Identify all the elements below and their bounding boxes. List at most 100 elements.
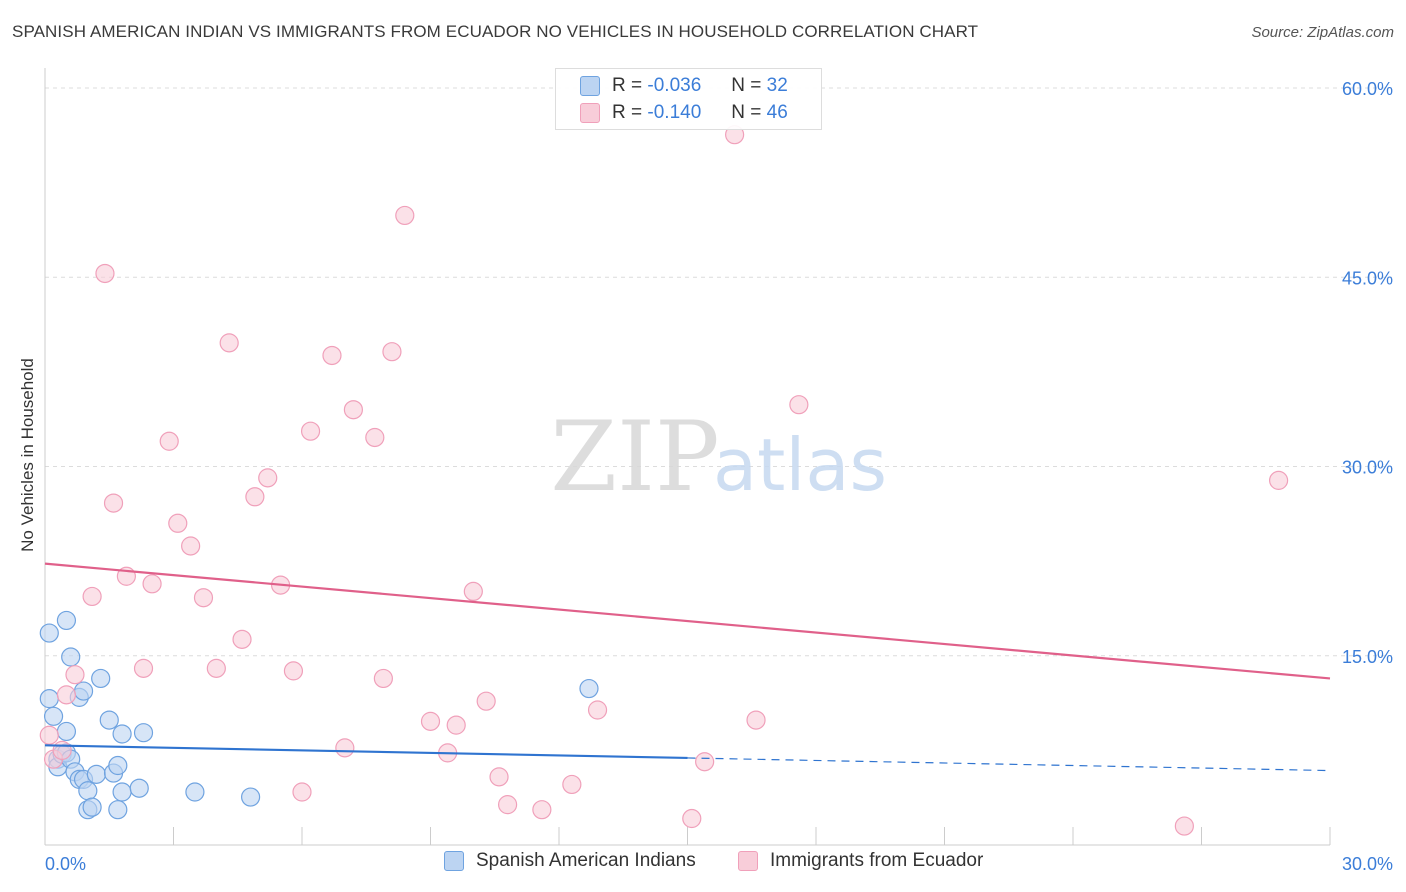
n-value: 32 — [766, 75, 788, 96]
tick-labels: 15.0% 30.0% 45.0% 60.0% 0.0% 30.0% — [45, 79, 1393, 874]
pink-point — [532, 800, 552, 820]
pink-point — [395, 205, 415, 226]
pink-point — [695, 752, 715, 772]
blue-point — [73, 681, 94, 701]
pink-point — [82, 586, 102, 607]
pink-swatch — [580, 103, 600, 123]
pink-point — [746, 710, 766, 730]
blue-point — [82, 797, 102, 817]
pink-point — [232, 629, 252, 649]
pink-point — [1174, 816, 1194, 836]
blue-point — [56, 610, 77, 631]
n-label: N = — [731, 75, 762, 96]
r-label: R = — [612, 102, 643, 123]
y-tick-label: 30.0% — [1342, 458, 1393, 478]
blue-point — [91, 668, 111, 689]
blue-point — [43, 706, 64, 726]
pink-point — [56, 685, 77, 705]
r-label: R = — [612, 75, 643, 96]
r-value: -0.140 — [647, 102, 702, 123]
blue-point — [108, 755, 128, 776]
pink-point — [1268, 470, 1289, 490]
blue-point — [579, 678, 599, 699]
blue-swatch — [444, 851, 464, 871]
pink-swatch — [738, 851, 758, 871]
stats-legend-row-1: R = -0.036 N = 32 — [580, 73, 788, 99]
stats-legend-row-2: R = -0.140 N = 46 — [580, 100, 788, 126]
y-tick-label: 60.0% — [1342, 79, 1393, 99]
blue-point — [56, 721, 77, 742]
pink-point — [343, 400, 363, 420]
blue-trend-extension — [687, 757, 1331, 772]
pink-point — [292, 782, 312, 802]
blue-swatch — [580, 76, 600, 96]
y-tick-label: 45.0% — [1342, 268, 1393, 288]
grid-lines — [45, 87, 1392, 657]
y-axis-label: No Vehicles in Household — [18, 358, 37, 552]
pink-point — [39, 725, 59, 745]
pink-point — [103, 493, 124, 513]
legend-label: Spanish American Indians — [476, 850, 696, 871]
pink-point — [682, 808, 702, 829]
pink-point — [168, 513, 188, 533]
pink-point — [193, 588, 214, 608]
legend-label: Immigrants from Ecuador — [770, 850, 984, 871]
n-label: N = — [731, 102, 762, 123]
pink-point — [498, 795, 518, 815]
pink-point — [142, 574, 162, 594]
x-tick-label: 30.0% — [1342, 854, 1393, 874]
pink-point — [587, 700, 608, 720]
pink-point — [159, 431, 179, 451]
pink-point — [300, 421, 321, 441]
pink-point — [219, 333, 239, 353]
blue-point — [112, 782, 132, 802]
pink-point — [52, 740, 72, 760]
pink-point — [382, 342, 402, 362]
pink-point — [245, 487, 265, 507]
series-legend: Spanish American Indians Immigrants from… — [0, 850, 1406, 880]
pink-point — [789, 395, 809, 415]
stats-legend: R = -0.036 N = 32 R = -0.140 N = 46 — [555, 68, 822, 130]
pink-point — [420, 711, 441, 731]
pink-point — [373, 668, 393, 689]
blue-trend-line — [44, 744, 688, 760]
source-label: Source: ZipAtlas.com — [1251, 24, 1394, 41]
data-points — [39, 125, 1289, 836]
legend-item-spanish-american-indians: Spanish American Indians — [444, 850, 696, 872]
pink-point — [133, 658, 154, 678]
pink-point — [335, 738, 355, 758]
blue-point — [185, 782, 205, 802]
pink-point — [322, 345, 342, 366]
pink-trend-line — [44, 562, 1331, 680]
pink-point — [206, 658, 226, 678]
n-value: 46 — [766, 102, 788, 123]
pink-point — [258, 468, 278, 488]
y-tick-label: 15.0% — [1342, 647, 1393, 667]
pink-point — [365, 427, 385, 448]
blue-point — [86, 764, 107, 784]
legend-item-immigrants-from-ecuador: Immigrants from Ecuador — [738, 850, 983, 872]
watermark-zip: ZIP — [550, 401, 719, 513]
pink-point — [489, 767, 509, 787]
watermark-atlas: atlas — [713, 423, 887, 507]
pink-point — [283, 661, 304, 681]
pink-point — [446, 715, 466, 735]
chart-title: SPANISH AMERICAN INDIAN VS IMMIGRANTS FR… — [12, 22, 979, 41]
pink-point — [181, 536, 201, 556]
pink-point — [562, 774, 582, 795]
blue-point — [61, 647, 81, 667]
pink-point — [476, 691, 496, 711]
blue-point — [99, 710, 119, 730]
trend-lines — [44, 562, 1331, 772]
blue-point — [108, 800, 128, 820]
r-value: -0.036 — [647, 75, 702, 96]
blue-point — [39, 689, 59, 709]
pink-point — [65, 665, 85, 685]
pink-point — [95, 263, 115, 284]
blue-point — [241, 787, 261, 807]
blue-point — [133, 723, 154, 743]
blue-point — [39, 623, 59, 643]
blue-point — [129, 778, 149, 798]
blue-point — [78, 781, 98, 801]
